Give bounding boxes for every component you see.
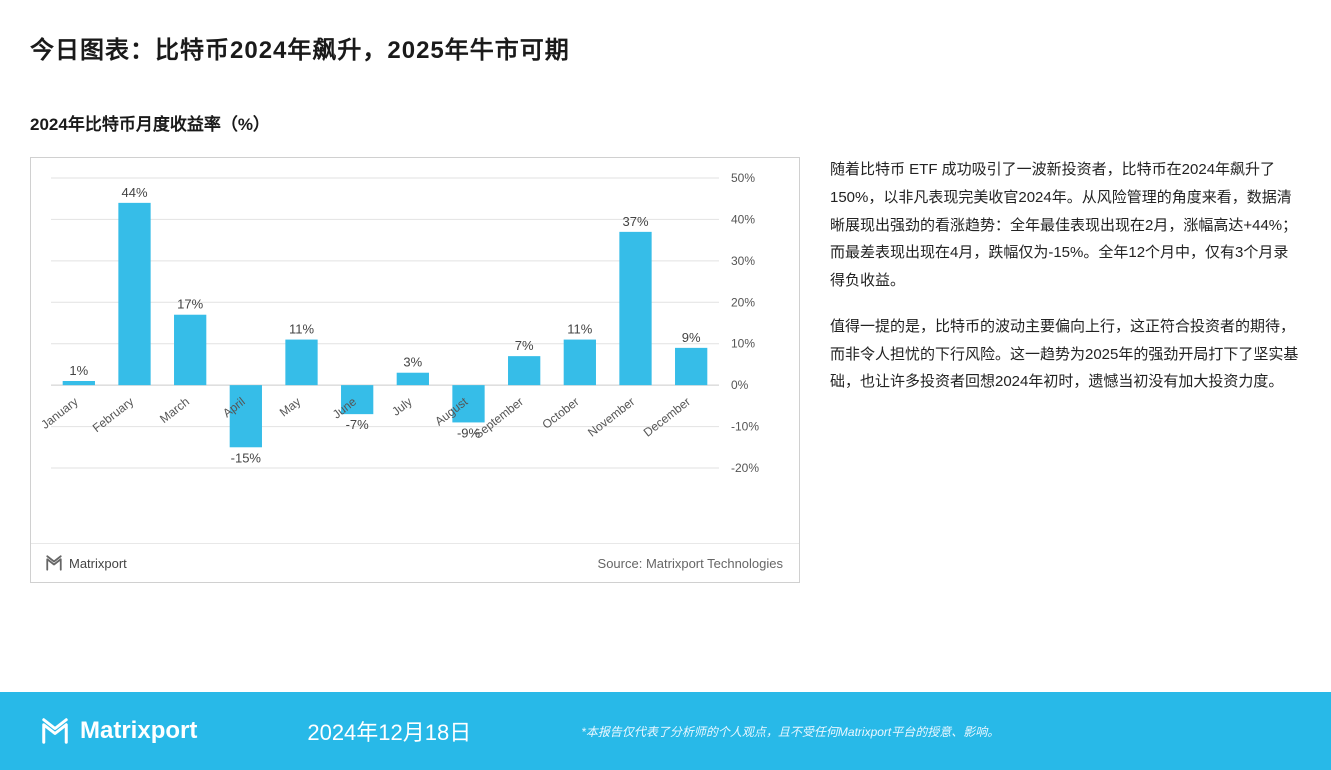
- y-tick-label: -20%: [731, 461, 759, 475]
- bar: [564, 340, 596, 386]
- bar: [63, 381, 95, 385]
- y-tick-label: 20%: [731, 295, 755, 309]
- chart-source-label: Source: Matrixport Technologies: [598, 556, 783, 571]
- text-column: 随着比特币 ETF 成功吸引了一波新投资者，比特币在2024年飙升了150%，以…: [830, 110, 1301, 583]
- analysis-paragraph-2: 值得一提的是，比特币的波动主要偏向上行，这正符合投资者的期待，而非令人担忧的下行…: [830, 313, 1301, 396]
- footer-date: 2024年12月18日: [307, 715, 471, 747]
- bar-value-label: 3%: [403, 355, 422, 370]
- chart-card: -20%-10%0%10%20%30%40%50%1%January44%Feb…: [30, 157, 800, 583]
- page-title: 今日图表：比特币2024年飙升，2025年牛市可期: [0, 0, 1331, 65]
- y-tick-label: -10%: [731, 420, 759, 434]
- content-row: 2024年比特币月度收益率（%） -20% -10% 0% 10% 20% 30% 40% 5…: [0, 65, 1331, 583]
- y-tick-label: 10%: [731, 337, 755, 351]
- bar-value-label: 9%: [682, 330, 701, 345]
- bar: [230, 385, 262, 447]
- bar: [285, 340, 317, 386]
- bar-chart: -20%-10%0%10%20%30%40%50%1%January44%Feb…: [31, 158, 799, 538]
- matrixport-logo-icon: [40, 716, 70, 746]
- bar-value-label: 7%: [515, 338, 534, 353]
- y-tick-label: 30%: [731, 254, 755, 268]
- chart-brand: Matrixport: [45, 554, 127, 572]
- bar-value-label: 44%: [121, 185, 147, 200]
- bar: [619, 232, 651, 385]
- chart-column: 2024年比特币月度收益率（%） -20% -10% 0% 10% 20% 30% 40% 5…: [30, 110, 800, 583]
- bar-value-label: 1%: [69, 363, 88, 378]
- y-tick-label: 0%: [731, 378, 749, 392]
- bar: [508, 356, 540, 385]
- bar-value-label: 17%: [177, 297, 203, 312]
- footer-disclaimer: *本报告仅代表了分析师的个人观点，且不受任何Matrixport平台的授意、影响…: [581, 723, 999, 740]
- y-tick-label: 40%: [731, 212, 755, 226]
- bar-value-label: -15%: [231, 450, 262, 465]
- y-tick-label: 50%: [731, 171, 755, 185]
- footer-brand-name: Matrixport: [80, 717, 197, 745]
- footer-bar: Matrixport 2024年12月18日 *本报告仅代表了分析师的个人观点，…: [0, 692, 1331, 770]
- matrixport-logo-icon: [45, 554, 63, 572]
- bar-value-label: 37%: [622, 214, 648, 229]
- bar: [675, 348, 707, 385]
- bar: [174, 315, 206, 385]
- bar-value-label: 11%: [289, 322, 314, 337]
- chart-brand-label: Matrixport: [69, 556, 127, 571]
- analysis-paragraph-1: 随着比特币 ETF 成功吸引了一波新投资者，比特币在2024年飙升了150%，以…: [830, 156, 1301, 295]
- bar-value-label: -7%: [346, 417, 370, 432]
- footer-brand: Matrixport: [40, 716, 197, 746]
- bar: [118, 203, 150, 385]
- chart-footer: Matrixport Source: Matrixport Technologi…: [31, 543, 799, 582]
- bar: [397, 373, 429, 385]
- chart-title: 2024年比特币月度收益率（%）: [30, 110, 800, 135]
- bar-value-label: 11%: [567, 322, 592, 337]
